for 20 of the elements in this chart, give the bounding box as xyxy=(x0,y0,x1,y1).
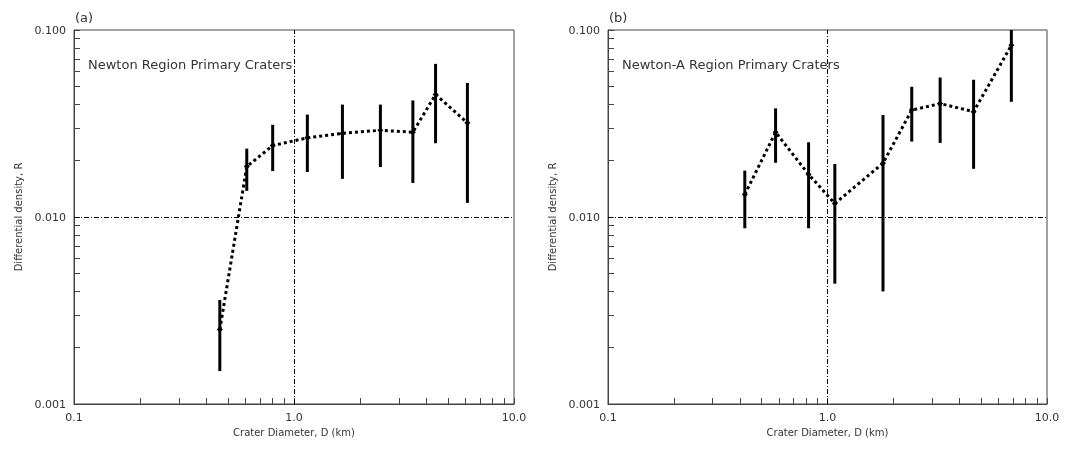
y-axis-title: Differential density, R xyxy=(547,162,559,272)
x-axis-title: Crater Diameter, D (km) xyxy=(766,427,889,439)
annotation: Newton-A Region Primary Craters xyxy=(622,57,840,72)
x-axis-title: Crater Diameter, D (km) xyxy=(233,427,356,439)
y-tick-label: 0.010 xyxy=(568,210,600,224)
y-tick-label: 0.100 xyxy=(34,23,66,37)
y-tick-label: 0.100 xyxy=(568,23,600,37)
x-tick-label: 10.0 xyxy=(501,411,527,424)
x-tick-label: 10.0 xyxy=(1034,411,1060,424)
y-axis-title: Differential density, R xyxy=(13,162,25,272)
annotation: Newton Region Primary Craters xyxy=(88,57,293,72)
y-tick-label: 0.001 xyxy=(568,397,600,411)
x-tick-label: 0.1 xyxy=(65,411,83,424)
chart-title: (b) xyxy=(609,10,628,25)
x-tick-label: 1.0 xyxy=(818,411,837,424)
chart-title: (a) xyxy=(75,10,94,25)
x-tick-label: 1.0 xyxy=(285,411,303,424)
y-tick-label: 0.010 xyxy=(34,210,66,224)
y-tick-label: 0.001 xyxy=(34,397,66,411)
x-tick-label: 0.1 xyxy=(599,411,617,424)
